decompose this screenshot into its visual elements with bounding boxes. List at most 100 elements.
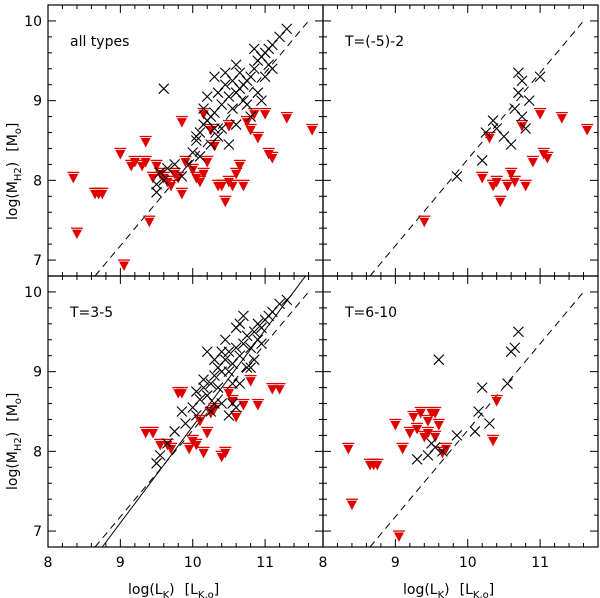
detection-point bbox=[437, 445, 448, 457]
x-unit-main: [L bbox=[460, 582, 473, 598]
upper-limit-point bbox=[179, 155, 192, 168]
detection-point bbox=[252, 87, 264, 99]
upper-limit-arrow bbox=[194, 416, 205, 427]
upper-limits bbox=[342, 394, 503, 543]
upper-limit-arrow bbox=[372, 460, 383, 471]
detection-point bbox=[190, 135, 202, 146]
upper-limit-point bbox=[280, 111, 293, 124]
upper-limit-arrow bbox=[343, 444, 354, 455]
upper-limit-point bbox=[490, 175, 503, 188]
detection-point bbox=[158, 83, 170, 95]
upper-limit-arrow bbox=[488, 436, 499, 447]
upper-limit-point bbox=[139, 155, 152, 168]
upper-limit-arrow bbox=[220, 197, 231, 208]
y-label-main: log(M bbox=[5, 181, 21, 220]
upper-limit-point bbox=[201, 155, 214, 168]
upper-limit-point bbox=[190, 438, 203, 451]
upper-limit-arrow bbox=[180, 157, 191, 168]
x-unit-end: ] bbox=[214, 582, 219, 598]
detection-point bbox=[505, 346, 517, 358]
upper-limit-arrow bbox=[68, 173, 79, 184]
x-unit-main: [L bbox=[185, 582, 198, 598]
upper-limit-point bbox=[139, 135, 152, 148]
upper-limit-arrow bbox=[491, 397, 502, 407]
upper-limit-arrow bbox=[205, 126, 216, 136]
detection-point bbox=[234, 350, 246, 362]
upper-limit-point bbox=[273, 382, 286, 395]
detection-point bbox=[476, 155, 488, 166]
y-axis-label-bottom: log(MH2)[Mo] bbox=[5, 393, 24, 490]
upper-limit-arrow bbox=[198, 169, 209, 180]
upper-limit-arrow bbox=[404, 428, 415, 439]
upper-limit-point bbox=[505, 167, 518, 180]
upper-limit-arrow bbox=[202, 157, 213, 168]
x-tick-label: 10 bbox=[459, 555, 477, 571]
detection-point bbox=[516, 75, 528, 87]
detection-point bbox=[502, 378, 513, 389]
fit-lines bbox=[94, 20, 309, 276]
upper-limit-arrow bbox=[231, 413, 242, 423]
upper-limit-arrow bbox=[234, 161, 245, 172]
upper-limit-point bbox=[534, 107, 547, 120]
detection-point bbox=[176, 170, 188, 182]
detection-point bbox=[187, 147, 199, 158]
detection-point bbox=[205, 139, 217, 150]
fit-lines bbox=[369, 291, 584, 547]
detection-point bbox=[513, 67, 524, 79]
detection-point bbox=[162, 437, 173, 449]
upper-limit-point bbox=[440, 442, 453, 455]
upper-limit-arrow bbox=[412, 424, 423, 435]
fit-line-dashed bbox=[369, 291, 584, 547]
y-tick-label: 9 bbox=[33, 94, 42, 110]
y-unit-main: [M bbox=[5, 404, 21, 422]
y-tick-label: 8 bbox=[33, 444, 42, 460]
upper-limit-arrow bbox=[267, 385, 278, 395]
detection-point bbox=[230, 342, 242, 354]
upper-limit-point bbox=[197, 446, 210, 459]
upper-limit-point bbox=[345, 498, 358, 511]
upper-limit-point bbox=[193, 414, 206, 427]
upper-limit-arrow bbox=[441, 444, 452, 455]
upper-limit-point bbox=[526, 155, 539, 168]
x-tick-label: 8 bbox=[319, 555, 328, 571]
y-unit-end: ] bbox=[5, 393, 21, 398]
upper-limit-arrow bbox=[223, 389, 234, 399]
detection-point bbox=[473, 406, 484, 417]
fit-line-solid bbox=[101, 276, 307, 547]
upper-limit-point bbox=[411, 422, 424, 435]
upper-limit-arrow bbox=[71, 229, 82, 240]
detection-point bbox=[451, 170, 463, 182]
upper-limit-arrow bbox=[118, 261, 129, 272]
upper-limit-arrow bbox=[166, 444, 177, 455]
upper-limit-point bbox=[403, 426, 416, 439]
detection-point bbox=[205, 406, 217, 417]
upper-limit-point bbox=[389, 418, 402, 431]
upper-limit-arrow bbox=[176, 118, 187, 128]
upper-limit-arrow bbox=[238, 181, 249, 192]
detection-point bbox=[230, 402, 242, 413]
upper-limit-arrow bbox=[252, 134, 263, 144]
detection-point bbox=[238, 338, 249, 350]
upper-limit-point bbox=[429, 430, 442, 443]
detection-point bbox=[433, 354, 445, 366]
detection-point bbox=[151, 457, 162, 469]
detection-point bbox=[520, 123, 532, 134]
upper-limit-arrow bbox=[502, 181, 513, 192]
upper-limit-arrow bbox=[422, 416, 433, 427]
upper-limit-arrow bbox=[176, 389, 187, 399]
upper-limit-point bbox=[175, 115, 188, 128]
detection-point bbox=[154, 166, 166, 178]
y-label-main: log(M bbox=[5, 451, 21, 490]
upper-limit-point bbox=[392, 530, 405, 543]
detection-point bbox=[216, 346, 228, 358]
y-tick-label: 7 bbox=[33, 524, 42, 540]
upper-limit-arrow bbox=[194, 177, 205, 188]
detection-point bbox=[248, 63, 260, 75]
upper-limit-point bbox=[501, 179, 514, 192]
detection-point bbox=[238, 95, 249, 107]
panel-4: T=6-10 8 9 10 11 bbox=[319, 275, 599, 571]
detection-point bbox=[505, 139, 517, 150]
fit-lines bbox=[369, 20, 584, 276]
upper-limit-point bbox=[165, 179, 178, 192]
upper-limit-arrow bbox=[252, 401, 263, 411]
